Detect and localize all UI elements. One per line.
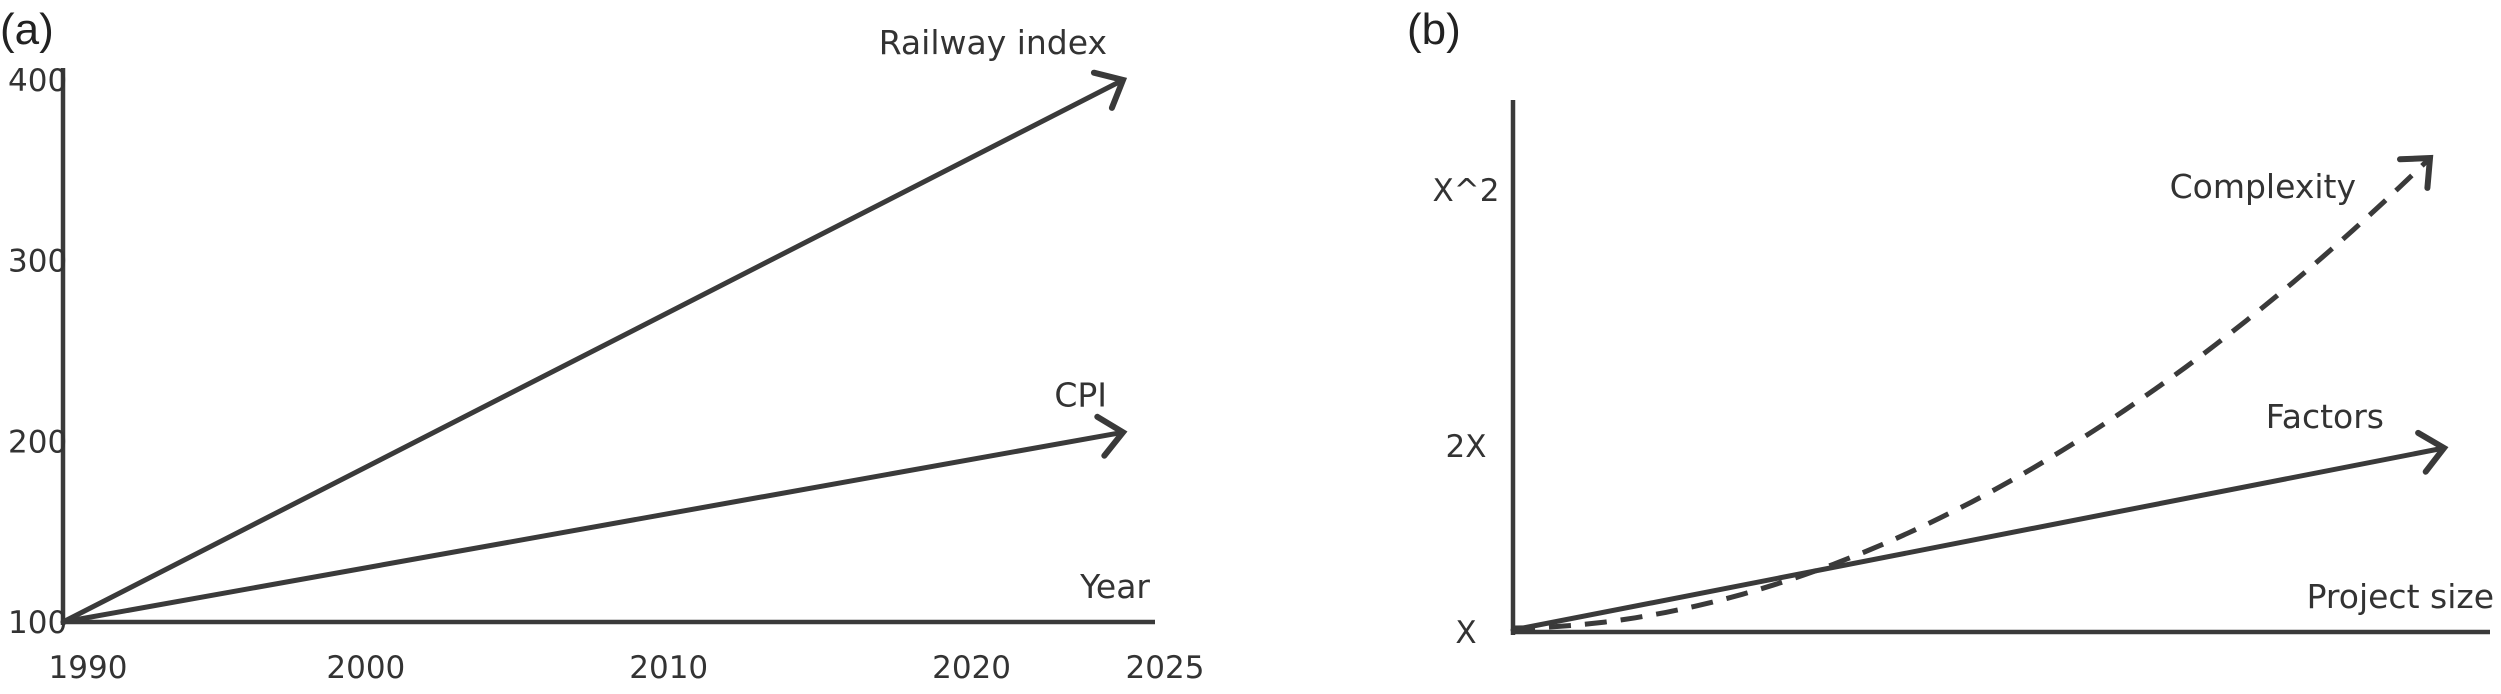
panel-a-x-ticks: 1990 2000 2010 2020 2025 (49, 650, 1205, 686)
series-line-complexity (1512, 156, 2432, 631)
series-arrowhead-complexity (2397, 154, 2434, 191)
panel-b: (b) X 2X X^2 Complexity Factors Project siz… (1407, 5, 2494, 651)
panel-a-y-tick-label: 400 (8, 63, 67, 99)
series-label-factors: Factors (2266, 397, 2384, 436)
series-arrowhead-railway-index (1090, 69, 1128, 111)
panel-b-label: (b) (1407, 5, 1461, 54)
panel-a-y-tick-label: 200 (8, 424, 67, 460)
panel-a-y-tick-label: 300 (8, 244, 67, 280)
series-line-railway-index (60, 77, 1126, 625)
series-line-factors (1510, 445, 2447, 633)
series-label-cpi: CPI (1054, 375, 1107, 414)
series-line-cpi (60, 429, 1126, 625)
panel-a-series: Railway index CPI (60, 23, 1128, 625)
panel-a-y-ticks: 100 200 300 400 (8, 63, 67, 641)
panel-a-x-tick-label: 2025 (1126, 650, 1205, 686)
series-label-complexity: Complexity (2170, 167, 2356, 206)
panel-b-y-ticks: X 2X X^2 (1433, 173, 1500, 651)
panel-a-x-tick-label: 2000 (326, 650, 405, 686)
panel-a-x-tick-label: 2020 (932, 650, 1011, 686)
panel-b-y-tick-label: X^2 (1433, 173, 1500, 209)
panel-b-y-tick-label: X (1455, 615, 1476, 651)
panel-a-x-tick-label: 1990 (49, 650, 128, 686)
panel-a-y-tick-label: 100 (8, 605, 67, 641)
series-label-railway-index: Railway index (879, 23, 1107, 62)
panel-b-y-tick-label: 2X (1446, 429, 1487, 465)
panel-a-label: (a) (0, 5, 54, 54)
panel-a-x-axis-title: Year (1079, 567, 1150, 606)
panel-a: (a) 100 200 300 400 1990 2000 2010 2020 2025 Ra… (0, 5, 1204, 686)
panel-b-x-axis-title: Project size (2307, 577, 2494, 616)
series-arrowhead-cpi (1094, 413, 1128, 459)
panel-a-x-tick-label: 2010 (629, 650, 708, 686)
panel-b-series: Complexity Factors (1510, 154, 2449, 633)
series-arrowhead-factors (2415, 429, 2449, 475)
